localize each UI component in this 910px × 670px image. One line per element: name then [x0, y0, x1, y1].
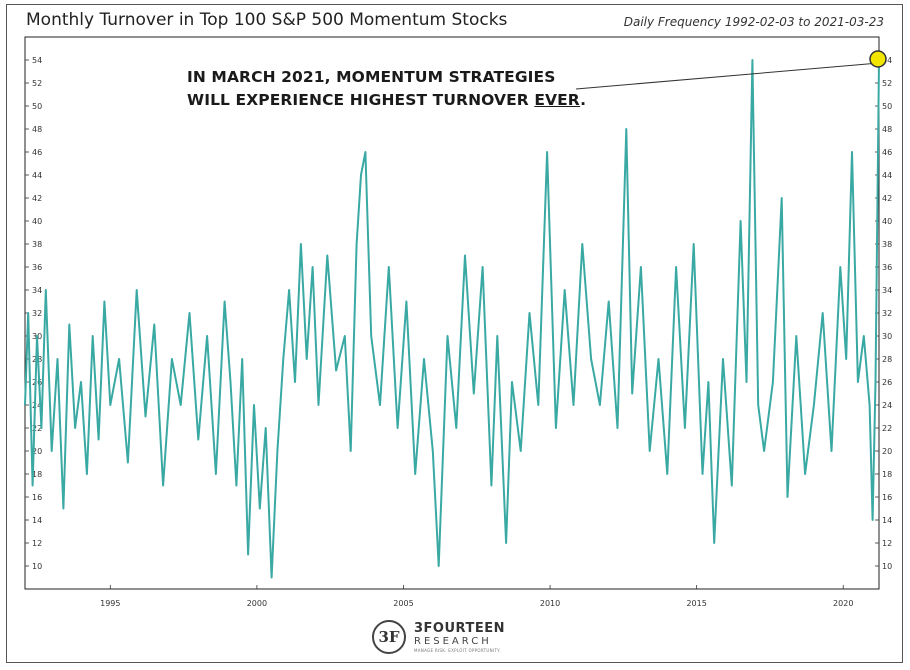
chart-subtitle: Daily Frequency 1992-02-03 to 2021-03-23 [623, 15, 884, 29]
x-tick-label: 1995 [100, 599, 120, 608]
y-tick-label-left: 26 [32, 378, 42, 387]
y-tick-label-left: 36 [32, 263, 42, 272]
annotation-leader-line [575, 62, 880, 90]
y-tick-label-right: 50 [882, 102, 892, 111]
y-tick-label-left: 22 [32, 424, 42, 433]
y-tick-label-right: 18 [882, 470, 892, 479]
series-layer [24, 59, 880, 579]
y-tick-label-right: 22 [882, 424, 892, 433]
y-tick-label-right: 34 [882, 286, 892, 295]
annotation-line-2-prefix: WILL EXPERIENCE HIGHEST TURNOVER [187, 91, 535, 109]
y-tick-label-left: 34 [32, 286, 42, 295]
y-tick-label-left: 46 [32, 148, 42, 157]
brand-subname: RESEARCH [414, 635, 492, 647]
y-tick-label-right: 42 [882, 194, 892, 203]
peak-marker [869, 50, 887, 68]
y-tick-label-right: 54 [882, 56, 892, 65]
annotation: IN MARCH 2021, MOMENTUM STRATEGIES WILL … [187, 66, 586, 112]
y-tick-label-right: 16 [882, 493, 892, 502]
x-tick-label: 2005 [393, 599, 413, 608]
y-tick-label-right: 52 [882, 79, 892, 88]
y-tick-label-left: 52 [32, 79, 42, 88]
y-tick-label-left: 50 [32, 102, 42, 111]
brand-tagline: MANAGE RISK. EXPLOIT OPPORTUNITY. [414, 647, 501, 653]
y-tick-label-right: 24 [882, 401, 892, 410]
brand-text: 3FOURTEEN RESEARCH MANAGE RISK. EXPLOIT … [414, 622, 505, 653]
y-tick-label-right: 20 [882, 447, 892, 456]
y-tick-label-left: 40 [32, 217, 42, 226]
y-tick-label-right: 30 [882, 332, 892, 341]
y-tick-label-left: 12 [32, 539, 42, 548]
y-tick-label-right: 38 [882, 240, 892, 249]
y-tick-label-right: 10 [882, 562, 892, 571]
y-tick-label-right: 14 [882, 516, 892, 525]
y-tick-label-right: 28 [882, 355, 892, 364]
y-tick-label-left: 20 [32, 447, 42, 456]
y-tick-label-right: 26 [882, 378, 892, 387]
brand-mark-icon: 3F [372, 620, 406, 654]
y-tick-label-left: 54 [32, 56, 42, 65]
x-tick-label: 2010 [540, 599, 560, 608]
x-tick-label: 2000 [247, 599, 267, 608]
x-tick-label: 2020 [833, 599, 853, 608]
y-tick-label-left: 14 [32, 516, 42, 525]
brand-name: 3FOURTEEN [414, 620, 505, 636]
annotation-line-2-suffix: . [580, 91, 587, 109]
y-tick-label-left: 38 [32, 240, 42, 249]
y-tick-label-left: 42 [32, 194, 42, 203]
marker-layer [575, 50, 887, 90]
chart-title: Monthly Turnover in Top 100 S&P 500 Mome… [26, 10, 508, 30]
y-tick-label-right: 44 [882, 171, 892, 180]
y-tick-label-left: 10 [32, 562, 42, 571]
y-tick-label-left: 24 [32, 401, 42, 410]
y-tick-label-left: 48 [32, 125, 42, 134]
annotation-emphasis: EVER [534, 91, 581, 109]
y-tick-label-left: 32 [32, 309, 42, 318]
annotation-line-2: WILL EXPERIENCE HIGHEST TURNOVER EVER. [187, 89, 586, 112]
x-tick-label: 2015 [686, 599, 706, 608]
y-tick-label-right: 36 [882, 263, 892, 272]
y-tick-label-right: 46 [882, 148, 892, 157]
y-tick-label-left: 44 [32, 171, 42, 180]
y-tick-label-right: 12 [882, 539, 892, 548]
y-tick-label-right: 48 [882, 125, 892, 134]
y-tick-label-left: 16 [32, 493, 42, 502]
y-tick-label-left: 18 [32, 470, 42, 479]
turnover-series-line [24, 59, 880, 579]
y-tick-label-right: 32 [882, 309, 892, 318]
annotation-line-1: IN MARCH 2021, MOMENTUM STRATEGIES [187, 68, 556, 86]
brand-logo: 3F 3FOURTEEN RESEARCH MANAGE RISK. EXPLO… [372, 620, 505, 654]
y-tick-label-right: 40 [882, 217, 892, 226]
